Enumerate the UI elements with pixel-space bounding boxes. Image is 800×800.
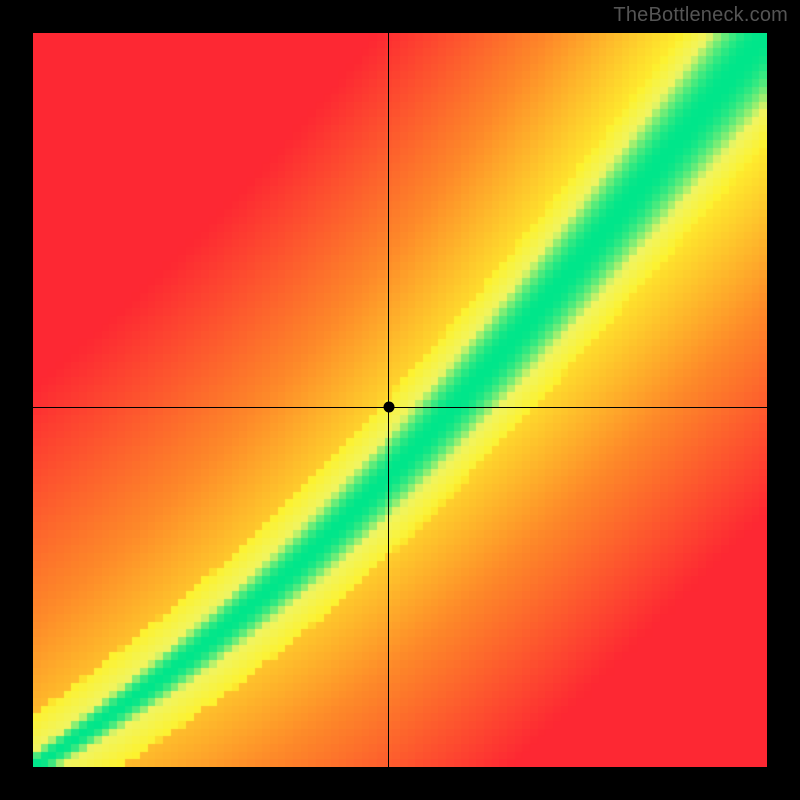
chart-container: TheBottleneck.com bbox=[0, 0, 800, 800]
watermark-text: TheBottleneck.com bbox=[613, 4, 788, 27]
bottleneck-heatmap bbox=[33, 33, 767, 767]
crosshair-horizontal bbox=[33, 407, 767, 408]
crosshair-vertical bbox=[388, 33, 389, 767]
crosshair-point-marker bbox=[383, 402, 394, 413]
